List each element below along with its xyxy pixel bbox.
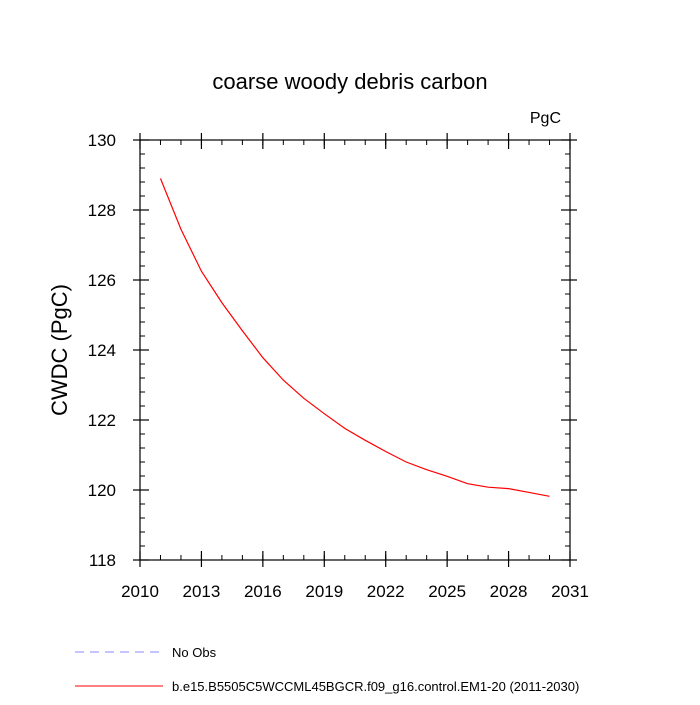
legend-entry-label: No Obs (172, 645, 217, 660)
x-tick-label: 2022 (367, 582, 405, 601)
axis-tick-labels: 2010 2013 2016 2019 2022 2025 2028 2031 118 120 12… (88, 131, 589, 601)
y-tick-label: 120 (88, 481, 116, 500)
plot-frame (139, 139, 571, 561)
x-tick-label: 2031 (551, 582, 589, 601)
axis-ticks (133, 133, 577, 567)
x-tick-label: 2016 (244, 582, 282, 601)
y-tick-label: 118 (89, 551, 116, 570)
x-tick-label: 2013 (183, 582, 221, 601)
y-axis-label: CWDC (PgC) (47, 284, 72, 416)
data-series (159, 178, 550, 497)
chart-units-label: PgC (530, 110, 561, 127)
y-tick-label: 126 (88, 271, 116, 290)
x-tick-label: 2025 (428, 582, 466, 601)
x-tick-label: 2010 (121, 582, 159, 601)
y-tick-label: 124 (88, 341, 116, 360)
y-tick-label: 128 (88, 201, 116, 220)
legend-entry-label: b.e15.B5505C5WCCML45BGCR.f09_g16.control… (172, 679, 579, 694)
y-tick-label: 130 (88, 131, 116, 150)
series-line-0 (159, 178, 550, 497)
x-tick-label: 2019 (305, 582, 343, 601)
legend: No Obs b.e15.B5505C5WCCML45BGCR.f09_g16.c… (75, 645, 579, 694)
x-tick-label: 2028 (490, 582, 528, 601)
chart-title: coarse woody debris carbon (212, 69, 487, 94)
y-tick-label: 122 (88, 411, 116, 430)
